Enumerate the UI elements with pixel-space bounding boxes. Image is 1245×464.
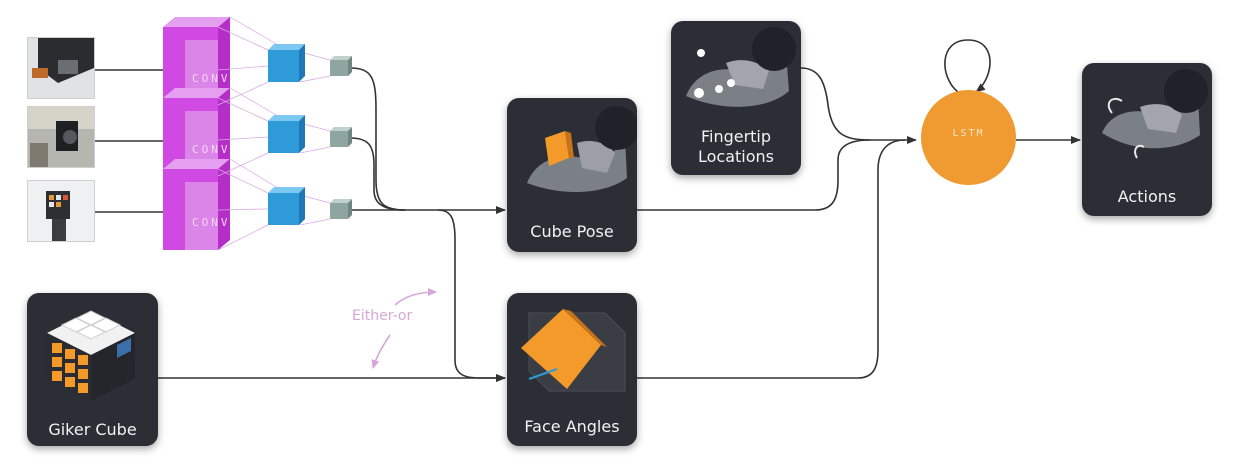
encoder-block-1 [268, 44, 305, 82]
lstm-recurrent-loop [944, 39, 991, 93]
camera-image-1 [27, 37, 95, 99]
arrow-to-face-angles [437, 209, 506, 382]
merge-line-2 [349, 137, 406, 211]
conv-label-2: CONV [192, 143, 231, 156]
line-cube-pose-to-lstm [637, 136, 917, 211]
fingertip-illustration [686, 27, 796, 107]
lstm-node: LSTM [921, 90, 1016, 185]
cube-pose-node: Cube Pose [507, 98, 637, 252]
encoder-block-3 [268, 187, 305, 225]
line-face-angles-to-lstm [637, 139, 906, 379]
conv-block-3 [163, 159, 230, 250]
encoder-block-2 [268, 115, 305, 153]
face-angles-illustration [521, 309, 626, 392]
either-or-arrow-up [394, 288, 437, 306]
face-angles-label: Face Angles [524, 417, 620, 436]
cube-pose-illustration [527, 106, 637, 193]
face-angles-node: Face Angles [507, 293, 637, 446]
giker-cube-label: Giker Cube [48, 420, 137, 439]
lstm-label: LSTM [952, 128, 985, 139]
either-or-label: Either-or [352, 308, 413, 324]
conv-label-1: CONV [192, 72, 231, 85]
cube-pose-label: Cube Pose [530, 222, 614, 241]
actions-illustration [1102, 69, 1208, 159]
pool-block-2 [330, 127, 352, 147]
fingertip-locations-node: Fingertip Locations [671, 21, 801, 175]
fingertip-label-line-2: Locations [697, 147, 774, 166]
pool-block-1 [330, 56, 352, 76]
fingertip-label-line-1: Fingertip [700, 127, 772, 146]
line-fingertip-to-lstm [800, 67, 871, 141]
camera-image-3 [27, 180, 95, 242]
pool-block-3 [330, 199, 352, 219]
giker-cube-node: Giker Cube [27, 293, 158, 446]
actions-label: Actions [1117, 187, 1177, 206]
either-or-arrow-down [371, 334, 391, 369]
camera-image-2 [27, 106, 95, 168]
conv-label-3: CONV [192, 216, 231, 229]
actions-node: Actions [1082, 63, 1212, 216]
giker-cube-illustration [47, 310, 135, 401]
